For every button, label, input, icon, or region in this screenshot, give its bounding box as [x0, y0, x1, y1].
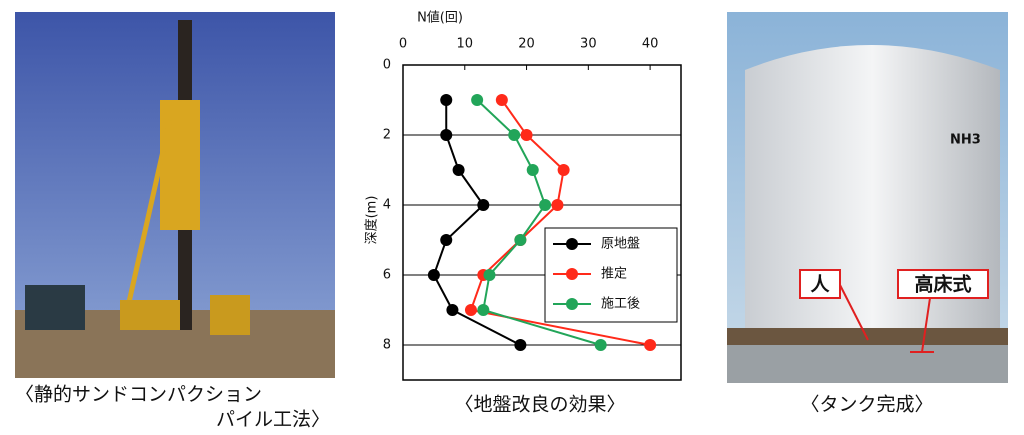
legend-marker — [566, 268, 578, 280]
data-point — [508, 129, 521, 141]
data-point — [464, 304, 477, 316]
y-tick-label: 8 — [383, 338, 391, 353]
data-point — [446, 304, 459, 316]
data-point — [539, 199, 552, 211]
data-point — [520, 129, 533, 141]
data-point — [594, 339, 607, 351]
x-tick-label: 10 — [457, 37, 474, 52]
caption-left-2: パイル工法〉 — [216, 409, 330, 431]
y-axis-label: 深度(m) — [364, 196, 380, 245]
legend-label: 原地盤 — [601, 237, 640, 252]
data-point — [477, 304, 490, 316]
legend-label: 推定 — [601, 267, 627, 282]
y-tick-label: 0 — [383, 58, 391, 73]
caption-chart: 〈地盤改良の効果〉 — [454, 394, 625, 416]
series-line — [432, 100, 521, 346]
x-axis-label: N値(回) — [417, 10, 463, 26]
data-point — [440, 234, 453, 246]
data-point — [483, 269, 496, 281]
label-person: 人 — [810, 274, 830, 296]
data-point — [557, 164, 570, 176]
caption-left-1: 〈静的サンドコンパクション — [15, 384, 262, 406]
plot-frame — [402, 64, 682, 381]
data-point — [644, 339, 657, 351]
y-tick-label: 2 — [383, 128, 391, 143]
y-tick-label: 6 — [383, 268, 391, 283]
x-tick-label: 0 — [399, 37, 407, 52]
photo-left — [15, 12, 335, 378]
legend-label: 施工後 — [601, 297, 640, 312]
data-point — [471, 94, 484, 106]
data-point — [427, 269, 440, 281]
data-point — [514, 339, 527, 351]
legend-marker — [566, 298, 578, 310]
photo-right: NH3 人 高床式 — [727, 12, 1008, 383]
series-line — [469, 99, 651, 346]
y-tick-label: 4 — [383, 198, 391, 213]
legend-marker — [566, 238, 578, 250]
data-point — [440, 129, 453, 141]
label-floor: 高床式 — [914, 273, 971, 296]
x-tick-label: 20 — [518, 37, 535, 52]
caption-right: 〈タンク完成〉 — [800, 394, 933, 416]
x-tick-label: 40 — [642, 37, 659, 52]
data-point — [495, 94, 508, 106]
data-point — [452, 164, 465, 176]
tank-marking: NH3 — [950, 133, 981, 148]
x-tick-label: 30 — [580, 37, 597, 52]
data-point — [477, 199, 490, 211]
data-point — [551, 199, 564, 211]
data-point — [440, 94, 453, 106]
data-point — [514, 234, 527, 246]
data-point — [526, 164, 539, 176]
